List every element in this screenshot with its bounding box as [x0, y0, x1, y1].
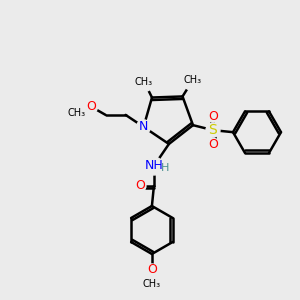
Text: O: O — [147, 263, 157, 277]
Text: O: O — [87, 100, 97, 113]
Text: NH: NH — [145, 160, 163, 172]
Circle shape — [207, 138, 219, 150]
Text: H: H — [161, 163, 169, 173]
Text: O: O — [208, 138, 218, 151]
Circle shape — [134, 180, 146, 192]
Text: CH₃: CH₃ — [68, 108, 85, 118]
Circle shape — [145, 157, 163, 175]
Circle shape — [207, 110, 219, 122]
Circle shape — [206, 123, 220, 137]
Circle shape — [85, 101, 98, 113]
Circle shape — [136, 120, 151, 134]
Circle shape — [142, 274, 162, 294]
Text: CH₃: CH₃ — [184, 75, 202, 85]
Circle shape — [134, 71, 154, 92]
Text: CH₃: CH₃ — [143, 279, 161, 289]
Text: N: N — [139, 120, 148, 134]
Circle shape — [67, 103, 87, 123]
Circle shape — [146, 264, 158, 276]
Text: O: O — [135, 179, 145, 193]
Text: CH₃: CH₃ — [135, 76, 153, 86]
Text: O: O — [208, 110, 218, 123]
Text: S: S — [208, 123, 217, 137]
Circle shape — [182, 70, 203, 90]
